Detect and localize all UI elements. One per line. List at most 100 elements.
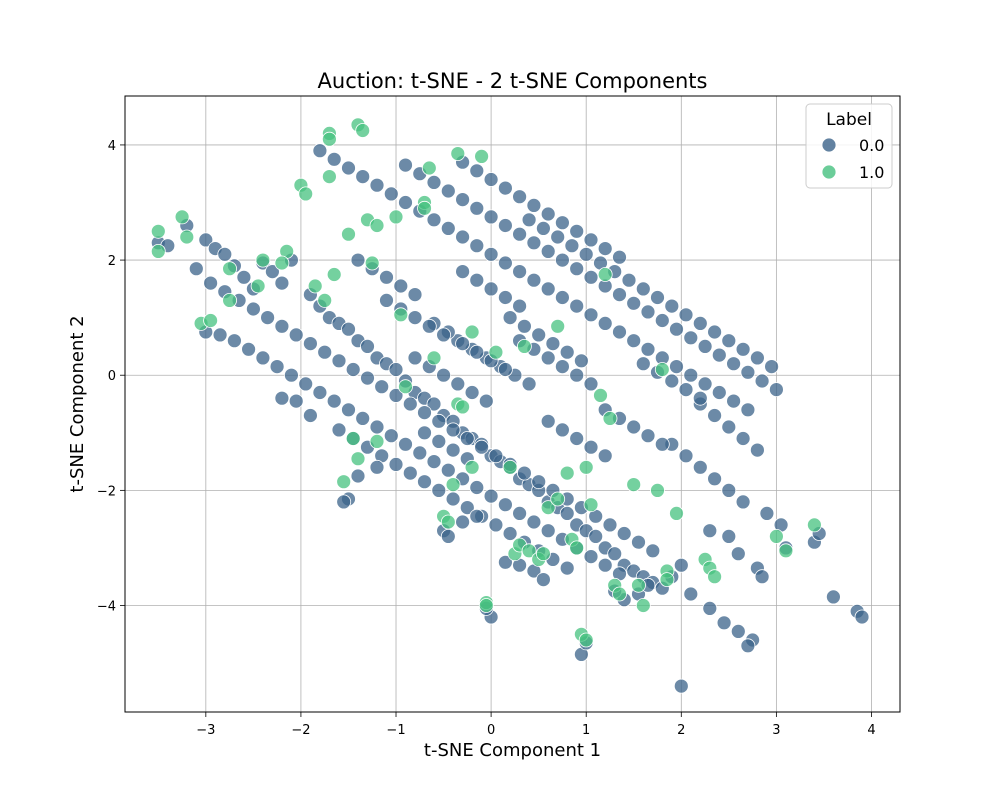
data-point-label-0.0 <box>459 500 475 516</box>
data-point-label-0.0 <box>521 212 537 228</box>
data-point-label-0.0 <box>750 442 765 458</box>
data-point-label-1.0 <box>426 350 442 366</box>
data-point-label-0.0 <box>597 241 613 257</box>
data-point-label-0.0 <box>735 341 751 357</box>
data-point-label-1.0 <box>274 255 290 271</box>
data-point-label-0.0 <box>569 431 585 446</box>
data-point-label-0.0 <box>683 367 699 383</box>
data-point-label-0.0 <box>612 324 627 340</box>
data-point-label-1.0 <box>521 543 537 559</box>
data-point-label-0.0 <box>445 491 461 507</box>
data-point-label-0.0 <box>612 287 627 303</box>
data-point-label-0.0 <box>650 290 665 305</box>
data-point-label-0.0 <box>236 269 252 285</box>
data-point-label-0.0 <box>692 459 708 475</box>
data-point-label-1.0 <box>488 344 504 360</box>
data-point-label-0.0 <box>421 318 437 334</box>
data-point-label-0.0 <box>540 413 556 429</box>
data-point-label-0.0 <box>512 298 527 314</box>
data-point-label-0.0 <box>707 324 722 340</box>
data-point-label-1.0 <box>807 517 822 533</box>
data-point-label-0.0 <box>455 229 471 245</box>
data-point-label-0.0 <box>645 543 661 559</box>
data-point-label-0.0 <box>445 422 461 438</box>
data-point-label-0.0 <box>626 295 642 311</box>
data-point-label-0.0 <box>274 318 290 334</box>
data-point-label-0.0 <box>559 506 575 521</box>
legend: Label 0.0 1.0 <box>805 103 893 189</box>
x-tick-label: −2 <box>291 723 310 738</box>
data-point-label-0.0 <box>312 385 328 400</box>
data-point-label-0.0 <box>417 425 432 441</box>
data-point-label-0.0 <box>683 586 699 602</box>
data-point-label-1.0 <box>398 379 413 395</box>
data-point-label-1.0 <box>298 186 314 202</box>
data-point-label-0.0 <box>540 281 556 297</box>
data-point-label-1.0 <box>626 477 642 493</box>
data-point-label-1.0 <box>635 598 651 613</box>
data-point-label-0.0 <box>440 220 456 236</box>
data-point-label-1.0 <box>550 491 566 507</box>
data-point-label-1.0 <box>317 292 333 308</box>
data-point-label-0.0 <box>526 235 542 251</box>
data-point-label-0.0 <box>583 269 599 285</box>
x-axis-ticks: −3 −2 −1 0 1 2 3 4 <box>196 712 876 738</box>
data-point-label-1.0 <box>321 169 337 185</box>
data-point-label-0.0 <box>374 379 390 395</box>
data-point-label-0.0 <box>312 143 328 159</box>
data-point-label-0.0 <box>540 206 556 222</box>
data-point-label-1.0 <box>393 307 409 323</box>
data-point-label-1.0 <box>222 292 238 308</box>
data-point-label-0.0 <box>407 287 423 303</box>
data-point-label-0.0 <box>450 376 466 392</box>
data-point-label-0.0 <box>640 341 656 357</box>
data-point-label-1.0 <box>255 252 271 268</box>
data-point-label-0.0 <box>383 428 399 444</box>
data-point-label-0.0 <box>574 353 589 369</box>
data-point-label-0.0 <box>669 359 684 375</box>
plot-frame <box>124 95 901 713</box>
y-tick-label: 0 <box>108 369 116 384</box>
data-point-label-0.0 <box>678 382 694 398</box>
data-point-label-0.0 <box>355 410 371 426</box>
data-point-label-0.0 <box>402 396 418 412</box>
data-point-label-0.0 <box>517 318 532 334</box>
data-point-label-0.0 <box>726 393 741 409</box>
data-point-label-1.0 <box>778 543 794 559</box>
data-point-label-0.0 <box>331 353 347 369</box>
legend-label-0: 0.0 <box>859 136 884 155</box>
data-point-label-0.0 <box>341 402 356 418</box>
data-point-label-0.0 <box>854 609 870 625</box>
data-point-label-0.0 <box>388 387 404 403</box>
data-point-label-0.0 <box>631 534 646 550</box>
data-point-label-0.0 <box>526 197 542 213</box>
data-point-label-0.0 <box>398 195 413 210</box>
data-point-label-0.0 <box>536 572 551 587</box>
data-point-label-1.0 <box>150 243 166 259</box>
data-point-label-0.0 <box>260 310 276 326</box>
data-point-label-1.0 <box>341 226 356 242</box>
data-point-label-0.0 <box>369 459 385 475</box>
data-point-label-0.0 <box>398 157 413 173</box>
data-point-label-0.0 <box>569 298 585 314</box>
data-point-label-1.0 <box>550 318 566 334</box>
data-point-label-1.0 <box>445 477 461 493</box>
data-point-label-0.0 <box>750 350 765 366</box>
data-point-label-1.0 <box>350 451 366 467</box>
legend-marker-1 <box>821 164 837 180</box>
data-point-label-0.0 <box>721 333 737 349</box>
data-point-label-0.0 <box>298 376 314 392</box>
data-point-label-1.0 <box>583 497 599 513</box>
data-point-label-0.0 <box>398 436 413 452</box>
data-point-label-0.0 <box>673 678 689 694</box>
data-point-label-0.0 <box>697 376 713 392</box>
data-point-label-0.0 <box>612 249 627 265</box>
x-tick-label: −1 <box>386 723 405 738</box>
x-tick-label: −3 <box>196 723 215 738</box>
data-point-label-0.0 <box>583 307 599 323</box>
data-point-label-1.0 <box>369 218 385 233</box>
data-point-label-0.0 <box>578 246 594 262</box>
data-point-label-0.0 <box>555 215 570 231</box>
data-point-label-0.0 <box>455 336 471 352</box>
data-point-label-1.0 <box>536 546 551 562</box>
